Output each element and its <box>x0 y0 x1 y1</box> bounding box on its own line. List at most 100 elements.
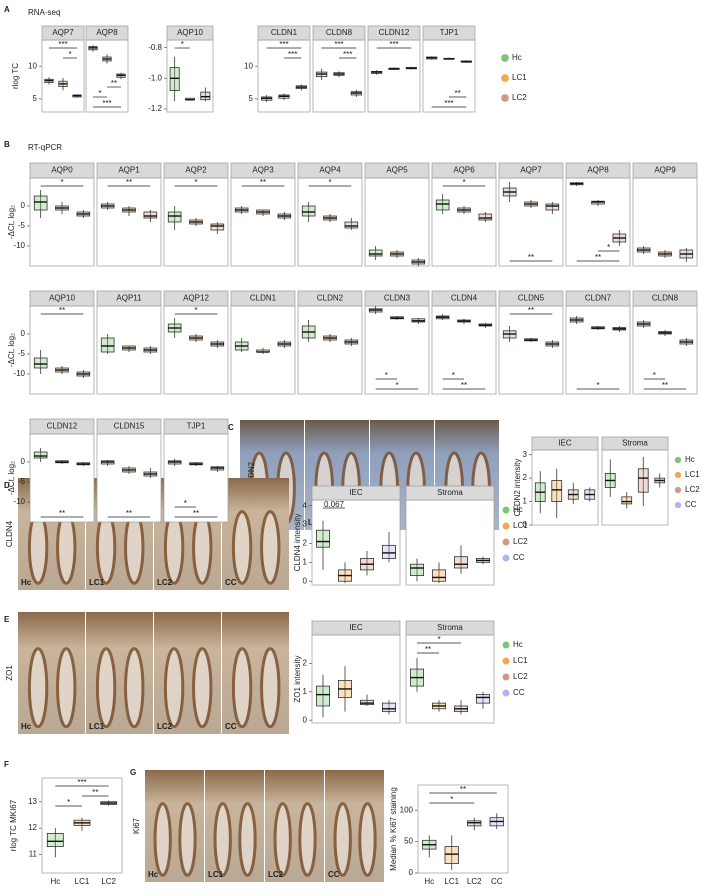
y-tick-label: 5 <box>33 94 38 103</box>
y-tick-label: 10 <box>244 61 253 70</box>
facet-title: AQP7 <box>520 166 542 175</box>
facet-title: Stroma <box>437 488 463 497</box>
y-tick-label: 3 <box>303 520 308 529</box>
legend-marker <box>674 501 682 509</box>
legend-label: LC2 <box>513 537 528 546</box>
x-tick-label: LC1 <box>75 877 90 886</box>
facet-title: IEC <box>349 623 363 632</box>
box <box>381 544 396 559</box>
facet-strip <box>41 25 85 41</box>
image-label: Hc <box>21 722 32 731</box>
significance-label: *** <box>102 99 111 108</box>
crypt <box>260 510 281 585</box>
box <box>33 451 48 459</box>
facet-title: Stroma <box>437 623 463 632</box>
y-tick-label: 50 <box>404 837 413 846</box>
facet-title: IEC <box>558 439 572 448</box>
significance-label: * <box>68 50 71 59</box>
panel-label: C <box>228 423 234 432</box>
crypt <box>56 510 77 585</box>
facet-title: CLDN15 <box>114 422 145 431</box>
y-tick-label: 2 <box>303 658 308 667</box>
significance-label: *** <box>334 40 343 49</box>
facet-title: CLDN8 <box>326 28 353 37</box>
box <box>167 211 182 223</box>
crypt <box>298 802 317 877</box>
x-tick-label: LC1 <box>444 877 459 886</box>
significance-label: ** <box>126 509 132 518</box>
image-label: CC <box>225 578 237 587</box>
x-tick-label: LC2 <box>467 877 482 886</box>
box <box>621 496 633 505</box>
crypt <box>178 802 197 877</box>
y-tick-label: 1 <box>523 497 528 506</box>
box <box>444 846 459 864</box>
y-tick-label: -1.0 <box>148 73 162 82</box>
crypt <box>95 647 117 729</box>
significance-label: * <box>395 381 398 390</box>
significance-label: ** <box>260 178 266 187</box>
facet-title: AQP4 <box>319 166 341 175</box>
y-tick-label: 0 <box>21 457 26 466</box>
legend-label: LC1 <box>512 73 527 82</box>
y-tick-label: 0 <box>303 576 308 585</box>
facet-title: IEC <box>349 488 363 497</box>
facet-title: AQP12 <box>183 294 209 303</box>
facet-title: AQP3 <box>252 166 274 175</box>
facet-strip <box>230 290 296 307</box>
significance-label: ** <box>528 253 534 262</box>
facet-strip <box>367 25 421 41</box>
significance-label: ** <box>111 79 117 88</box>
facet-strip <box>405 485 495 501</box>
significance-label: *** <box>288 50 297 59</box>
legend-label: LC1 <box>513 656 528 665</box>
y-tick-label: 10 <box>28 61 37 70</box>
significance-label: * <box>184 499 187 508</box>
facet-strip <box>29 418 95 435</box>
facet-title: CLDN5 <box>518 294 545 303</box>
facet-title: CLDN2 <box>317 294 344 303</box>
box <box>551 480 563 502</box>
facet-strip <box>257 25 311 41</box>
y-tick-label: -10 <box>13 241 25 250</box>
stain-label: Ki67 <box>132 817 141 834</box>
significance-label: ** <box>460 785 466 794</box>
plot-panel <box>431 177 497 267</box>
significance-label: * <box>596 381 599 390</box>
facet-strip <box>498 162 564 179</box>
facet-strip <box>163 162 229 179</box>
crypt <box>273 802 292 877</box>
y-axis-title: ZO1 intensity <box>293 655 302 702</box>
plot-panel <box>96 177 162 267</box>
plot-panel <box>531 449 599 526</box>
facet-strip <box>166 25 214 41</box>
x-tick-label: LC2 <box>101 877 116 886</box>
significance-label: 0.067 <box>324 500 345 509</box>
legend-marker <box>501 94 509 102</box>
facet-strip <box>364 290 430 307</box>
crypt <box>260 647 281 729</box>
plot-panel <box>257 39 311 113</box>
panel-label: F <box>4 760 9 769</box>
facet-title: AQP9 <box>654 166 676 175</box>
box <box>359 699 374 705</box>
facet-strip <box>29 290 95 307</box>
significance-label: * <box>328 178 331 187</box>
facet-title: AQP10 <box>49 294 75 303</box>
legend-label: LC2 <box>513 672 528 681</box>
facet-title: AQP10 <box>177 28 203 37</box>
box <box>169 67 180 91</box>
significance-label: ** <box>455 89 461 98</box>
box <box>344 221 359 229</box>
y-tick-label: 0 <box>409 868 414 877</box>
facet-strip <box>364 162 430 179</box>
y-tick-label: -5 <box>18 349 26 358</box>
box <box>381 702 396 713</box>
facet-title: TJP1 <box>187 422 206 431</box>
stain-label: ZO1 <box>5 665 14 681</box>
box <box>315 529 330 548</box>
facet-title: AQP1 <box>118 166 140 175</box>
crypt <box>95 510 117 585</box>
y-axis-title: rlog TC <box>11 63 20 89</box>
crypt <box>238 802 257 877</box>
